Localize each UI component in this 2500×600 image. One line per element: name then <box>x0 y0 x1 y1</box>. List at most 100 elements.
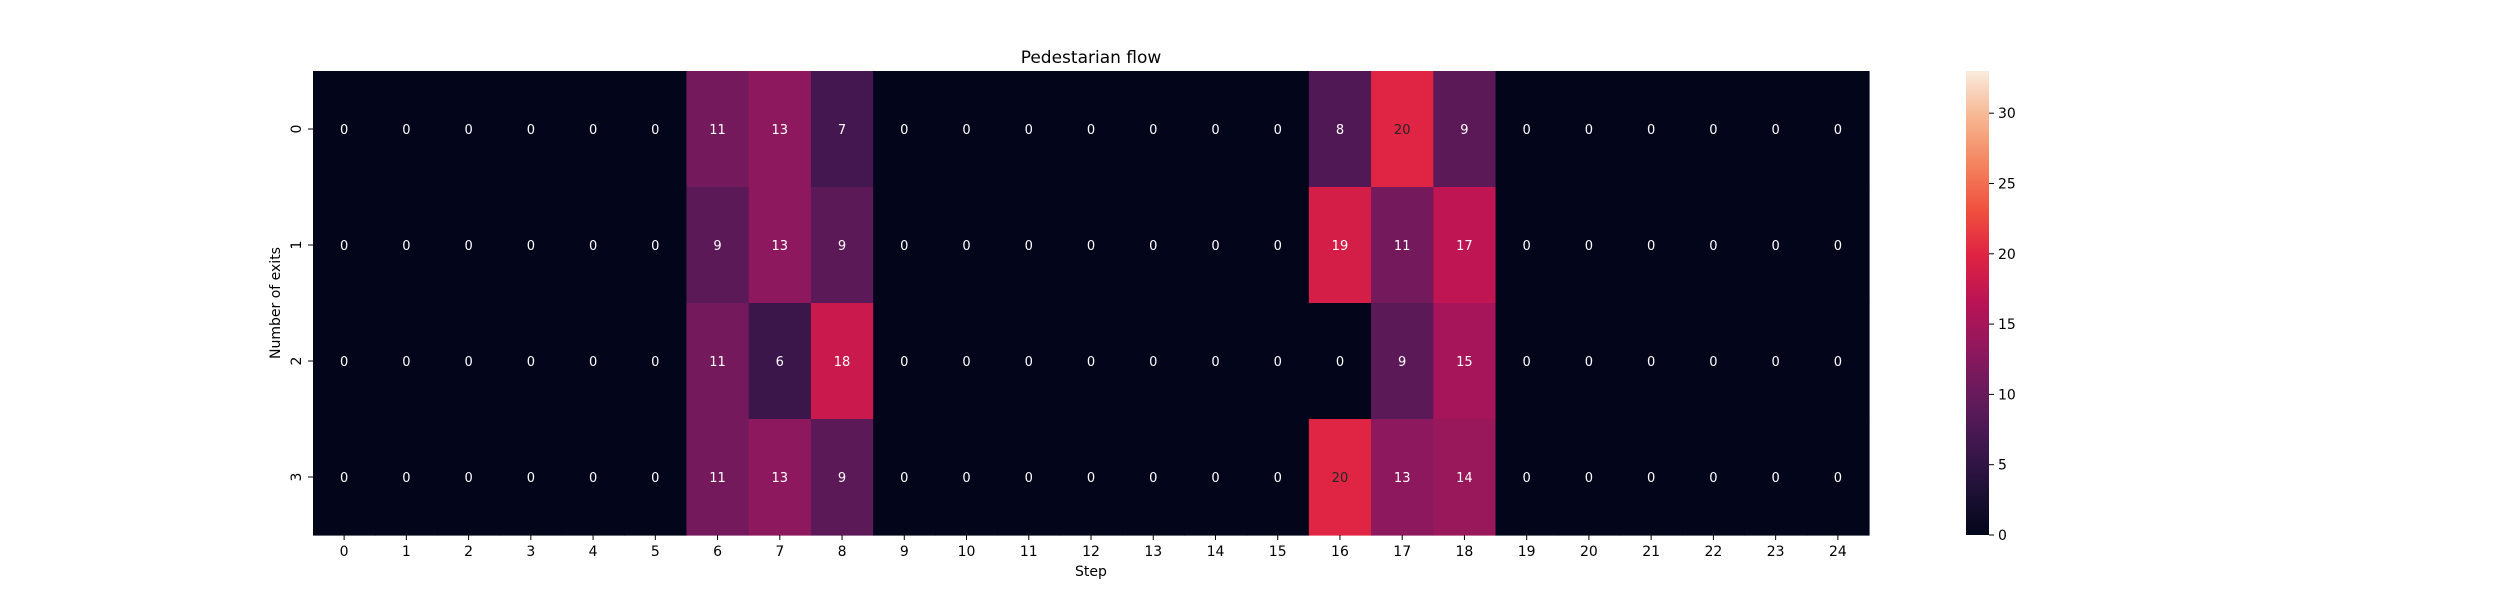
cell-value-label: 0 <box>464 123 472 138</box>
heatmap-cell <box>313 303 376 420</box>
y-tick-label: 3 <box>289 473 305 482</box>
heatmap-cell <box>499 71 563 188</box>
x-tick-label: 7 <box>775 544 784 560</box>
colorbar-tick-label: 15 <box>1998 317 2016 333</box>
x-tick-label: 12 <box>1082 544 1100 560</box>
heatmap-cell <box>935 187 999 304</box>
cell-value-label: 0 <box>464 355 472 370</box>
heatmap-cell <box>624 71 688 188</box>
cell-value-label: 13 <box>772 123 789 138</box>
heatmap-cell <box>313 419 376 536</box>
heatmap-cell <box>1682 419 1746 536</box>
cell-value-label: 19 <box>1332 239 1349 254</box>
heatmap-cell <box>748 187 812 304</box>
cell-value-label: 0 <box>900 239 908 254</box>
heatmap-cell <box>1744 303 1808 420</box>
cell-value-label: 0 <box>1087 471 1095 486</box>
cell-value-label: 0 <box>1025 355 1033 370</box>
cell-value-label: 0 <box>589 123 597 138</box>
heatmap-cell <box>935 303 999 420</box>
cell-value-label: 0 <box>962 123 970 138</box>
heatmap-cell <box>1246 303 1310 420</box>
heatmap-cells <box>313 71 1870 536</box>
cell-value-label: 0 <box>1149 471 1157 486</box>
cell-value-label: 0 <box>962 355 970 370</box>
cell-value-label: 0 <box>589 239 597 254</box>
heatmap-cell <box>1557 71 1621 188</box>
cell-value-label: 8 <box>1336 123 1344 138</box>
cell-value-label: 0 <box>589 355 597 370</box>
cell-value-label: 13 <box>772 471 789 486</box>
colorbar-tick-label: 20 <box>1998 247 2016 263</box>
heatmap-cell <box>1557 187 1621 304</box>
cell-value-label: 0 <box>1523 123 1531 138</box>
x-tick-label: 10 <box>958 544 976 560</box>
x-tick-label: 13 <box>1144 544 1162 560</box>
heatmap-cell <box>686 419 750 536</box>
heatmap-cell <box>561 187 625 304</box>
y-axis: 0 1 2 3 <box>289 125 313 482</box>
cell-value-label: 0 <box>1647 471 1655 486</box>
heatmap-cell <box>1557 419 1621 536</box>
cell-value-label: 9 <box>838 471 846 486</box>
x-tick-label: 23 <box>1767 544 1785 560</box>
heatmap-cell <box>1308 419 1372 536</box>
cell-value-label: 0 <box>1274 471 1282 486</box>
cell-value-label: 0 <box>1834 123 1842 138</box>
cell-value-label: 13 <box>772 239 789 254</box>
heatmap-cell <box>1059 419 1123 536</box>
cell-value-label: 0 <box>1585 123 1593 138</box>
cell-value-label: 0 <box>1585 471 1593 486</box>
heatmap-cell <box>437 303 501 420</box>
cell-labels: 0 0 0 0 0 0 11 13 7 0 0 0 0 0 0 0 8 20 9 0 0 0 0 0 0 0 0 0 0 0 0 9 13 9 0 0… <box>340 123 1842 486</box>
cell-value-label: 0 <box>1647 123 1655 138</box>
heatmap-cell <box>437 419 501 536</box>
x-axis: 0 1 2 3 4 5 6 7 8 9 10 11 12 13 14 15 16 17 18 19 20 21 22 23 24 <box>340 535 1847 560</box>
cell-value-label: 0 <box>962 239 970 254</box>
cell-value-label: 15 <box>1456 355 1473 370</box>
heatmap-cell <box>1184 303 1248 420</box>
heatmap-cell <box>1806 303 1870 420</box>
cell-value-label: 0 <box>1149 355 1157 370</box>
heatmap-cell <box>997 187 1061 304</box>
cell-value-label: 0 <box>1523 239 1531 254</box>
cell-value-label: 0 <box>1523 471 1531 486</box>
heatmap-cell <box>375 71 439 188</box>
heatmap-cell <box>810 303 874 420</box>
x-tick-label: 4 <box>589 544 598 560</box>
heatmap-cell <box>1620 187 1683 304</box>
cell-value-label: 0 <box>1274 355 1282 370</box>
heatmap-cell <box>1744 419 1808 536</box>
heatmap-cell <box>1806 419 1870 536</box>
cell-value-label: 0 <box>1585 355 1593 370</box>
heatmap-cell <box>873 303 936 420</box>
heatmap-cell <box>1059 71 1123 188</box>
cell-value-label: 0 <box>1087 355 1095 370</box>
cell-value-label: 11 <box>709 471 726 486</box>
heatmap-cell <box>1433 71 1497 188</box>
heatmap-cell <box>935 419 999 536</box>
cell-value-label: 0 <box>651 355 659 370</box>
cell-value-label: 0 <box>1709 355 1717 370</box>
heatmap-cell <box>1122 419 1185 536</box>
heatmap-cell <box>1557 303 1621 420</box>
cell-value-label: 0 <box>340 355 348 370</box>
cell-value-label: 0 <box>1647 239 1655 254</box>
cell-value-label: 0 <box>340 471 348 486</box>
x-tick-label: 0 <box>340 544 349 560</box>
x-tick-label: 20 <box>1580 544 1598 560</box>
heatmap-cell <box>1122 303 1185 420</box>
colorbar-tick-label: 10 <box>1998 387 2016 403</box>
heatmap-cell <box>624 187 688 304</box>
cell-value-label: 0 <box>1523 355 1531 370</box>
colorbar-tick-label: 30 <box>1998 106 2016 122</box>
cell-value-label: 14 <box>1456 471 1473 486</box>
heatmap-cell <box>997 303 1061 420</box>
x-tick-label: 24 <box>1829 544 1847 560</box>
cell-value-label: 0 <box>1149 123 1157 138</box>
cell-value-label: 0 <box>402 123 410 138</box>
heatmap-cell <box>1744 187 1808 304</box>
cell-value-label: 0 <box>1149 239 1157 254</box>
heatmap-cell <box>1433 419 1497 536</box>
cell-value-label: 9 <box>1398 355 1406 370</box>
